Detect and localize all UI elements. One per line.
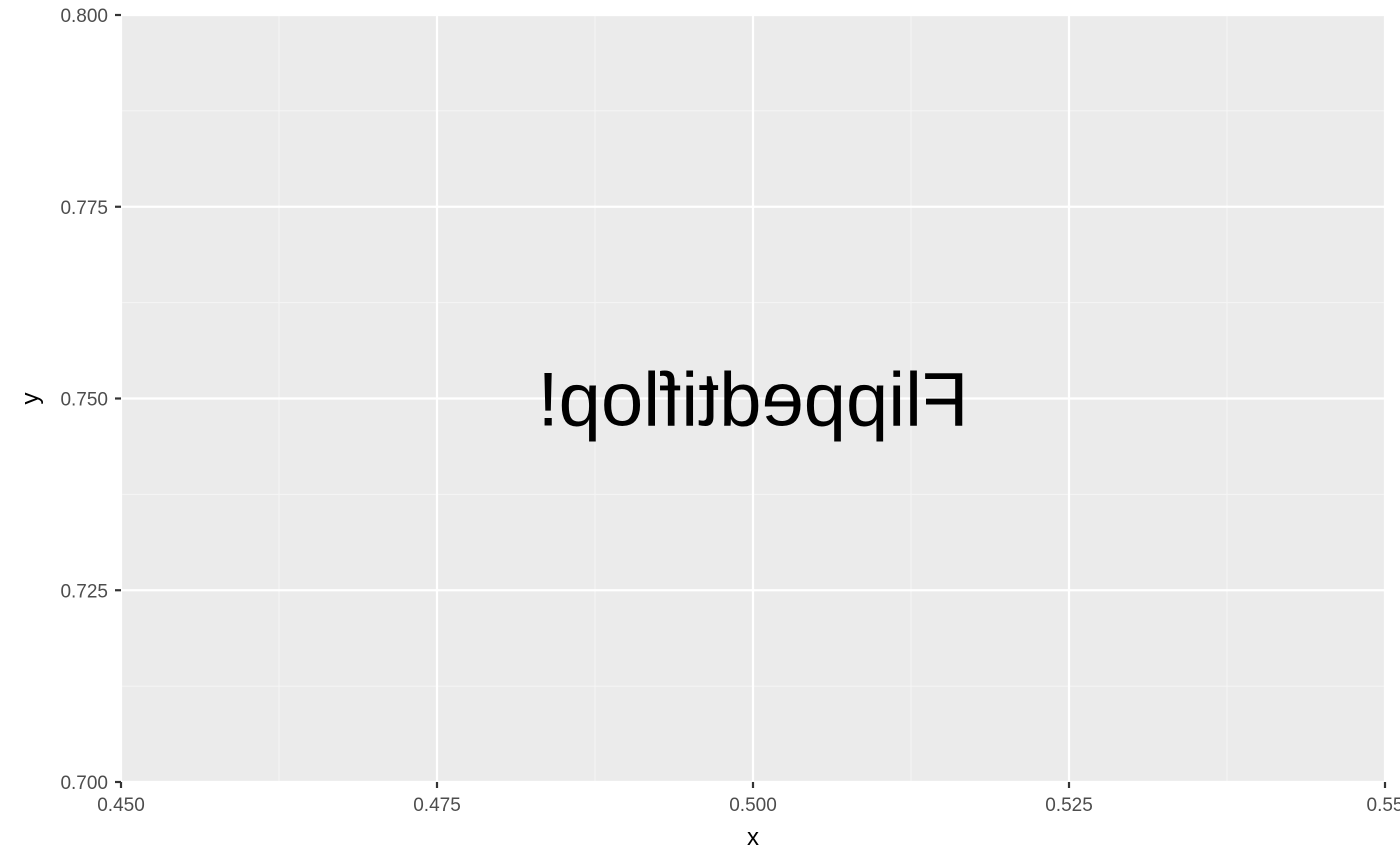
x-tick-label: 0.475 (413, 795, 461, 816)
y-tick-label: 0.800 (60, 6, 108, 27)
x-tick-label: 0.500 (729, 795, 777, 816)
x-tick-label: 0.450 (97, 795, 145, 816)
annotation-text: Flippedtiflop! (538, 358, 969, 443)
y-axis: 0.700 0.725 0.750 0.775 0.800 (60, 6, 121, 794)
x-axis: 0.450 0.475 0.500 0.525 0.55 (97, 782, 1400, 816)
y-tick-label: 0.700 (60, 773, 108, 794)
annotations: Flippedtiflop! (538, 358, 969, 443)
annotation-group: Flippedtiflop! (538, 358, 969, 443)
x-axis-title: x (747, 824, 759, 851)
y-tick-label: 0.750 (60, 390, 108, 411)
y-tick-label: 0.725 (60, 581, 108, 602)
y-axis-title: y (17, 393, 44, 405)
x-tick-label: 0.55 (1367, 795, 1400, 816)
x-tick-label: 0.525 (1045, 795, 1093, 816)
y-tick-label: 0.775 (60, 198, 108, 219)
